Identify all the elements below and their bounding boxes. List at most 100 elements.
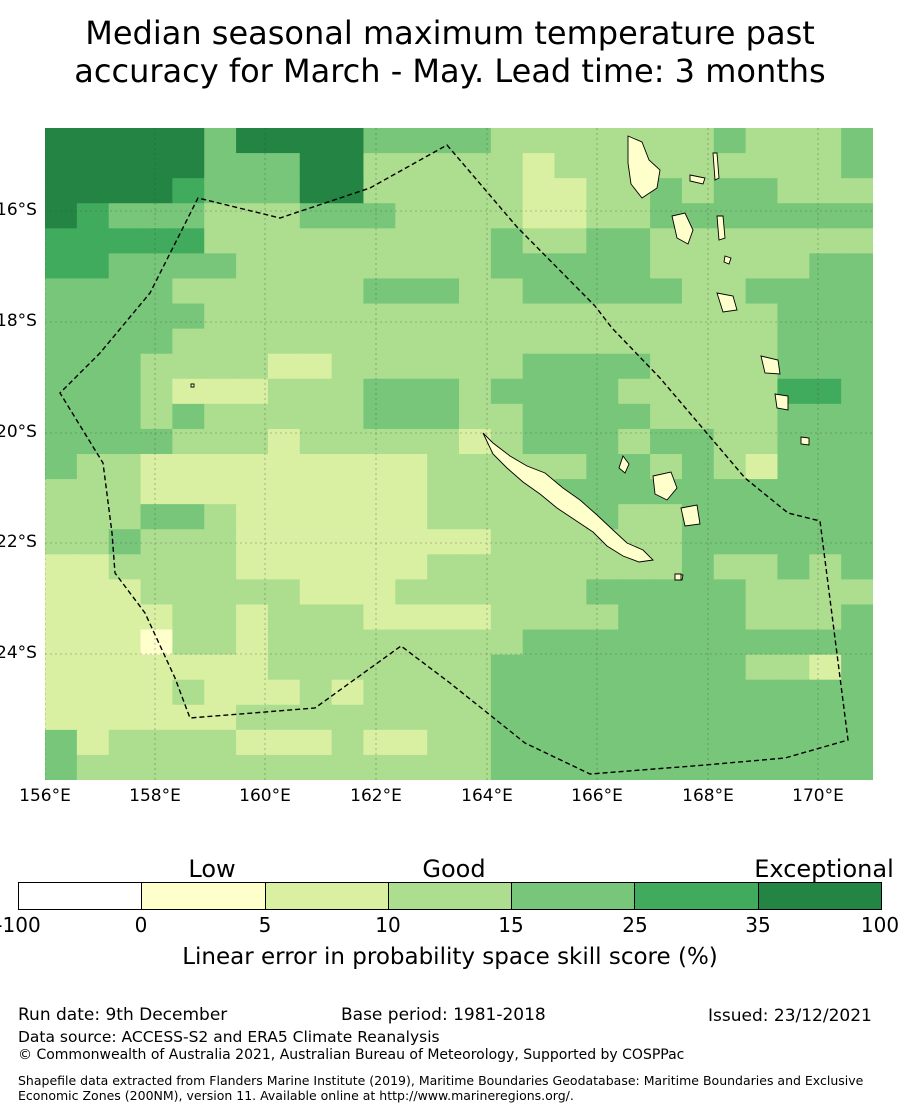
skill-cell xyxy=(459,228,492,254)
skill-cell xyxy=(331,704,365,731)
skill-cell xyxy=(299,604,333,631)
skill-cell xyxy=(650,328,683,355)
colorbar-category-exceptional: Exceptional xyxy=(754,855,894,883)
skill-cell xyxy=(204,303,237,330)
skill-cell xyxy=(204,178,237,204)
skill-cell xyxy=(76,629,110,656)
skill-cell xyxy=(841,454,873,480)
skill-cell xyxy=(554,378,587,405)
skill-cell xyxy=(108,278,142,305)
skill-cell xyxy=(76,328,110,355)
skill-cell xyxy=(522,328,556,355)
skill-cell xyxy=(554,529,587,555)
skill-cell xyxy=(45,479,78,505)
skill-cell xyxy=(363,579,396,606)
skill-cell xyxy=(745,629,779,656)
skill-cell xyxy=(363,504,396,530)
skill-cell xyxy=(777,253,810,280)
skill-cell xyxy=(172,529,205,555)
skill-cell xyxy=(809,153,842,179)
skill-cell xyxy=(140,629,173,656)
skill-cell xyxy=(427,504,460,530)
skill-cell xyxy=(331,629,365,656)
skill-cell xyxy=(713,729,747,756)
skill-cell xyxy=(395,679,428,706)
skill-cell xyxy=(299,754,333,780)
skill-cell xyxy=(586,353,619,380)
skill-cell xyxy=(204,128,237,154)
skill-cell xyxy=(172,504,205,530)
skill-cell xyxy=(331,529,365,555)
skill-cell xyxy=(618,704,651,731)
skill-cell xyxy=(681,479,715,505)
skill-cell xyxy=(777,153,810,179)
skill-cell xyxy=(140,579,173,606)
skill-cell xyxy=(395,403,428,430)
skill-cell xyxy=(777,128,810,154)
skill-cell xyxy=(809,328,842,355)
skill-cell xyxy=(395,153,428,179)
skill-cell xyxy=(841,228,873,254)
skill-cell xyxy=(331,228,365,254)
skill-cell xyxy=(267,428,301,455)
skill-cell xyxy=(363,454,396,480)
skill-cell xyxy=(140,754,173,780)
skill-cell xyxy=(236,604,269,631)
skill-cell xyxy=(427,303,460,330)
skill-cell xyxy=(140,203,173,229)
skill-cell xyxy=(650,378,683,405)
skill-cell xyxy=(204,504,237,530)
skill-cell xyxy=(140,504,173,530)
skill-cell xyxy=(809,353,842,380)
skill-cell xyxy=(204,679,237,706)
skill-cell xyxy=(267,328,301,355)
island-tanna xyxy=(774,393,789,411)
skill-cell xyxy=(299,679,333,706)
skill-cell xyxy=(713,454,747,480)
skill-cell xyxy=(841,679,873,706)
skill-cell xyxy=(267,704,301,731)
skill-cell xyxy=(618,504,651,530)
skill-cell xyxy=(427,153,460,179)
skill-cell xyxy=(490,278,524,305)
skill-cell xyxy=(76,579,110,606)
skill-cell xyxy=(395,178,428,204)
skill-cell xyxy=(299,504,333,530)
skill-cell xyxy=(108,629,142,656)
skill-cell xyxy=(76,303,110,330)
skill-cell xyxy=(777,228,810,254)
skill-cell xyxy=(777,479,810,505)
skill-cell xyxy=(618,353,651,380)
skill-cell xyxy=(395,654,428,681)
colorbar-segment xyxy=(388,883,513,909)
skill-cell xyxy=(45,454,78,480)
skill-cell xyxy=(108,303,142,330)
skill-cell xyxy=(554,278,587,305)
skill-cell xyxy=(140,178,173,204)
skill-cell xyxy=(45,303,78,330)
skill-cell xyxy=(809,604,842,631)
skill-cell xyxy=(681,454,715,480)
skill-cell xyxy=(650,353,683,380)
skill-cell xyxy=(490,178,524,204)
skill-cell xyxy=(299,579,333,606)
skill-cell xyxy=(267,554,301,580)
skill-cell xyxy=(363,303,396,330)
skill-cell xyxy=(809,529,842,555)
skill-cell xyxy=(76,203,110,229)
skill-cell xyxy=(204,253,237,280)
skill-cell xyxy=(395,378,428,405)
skill-cell xyxy=(267,228,301,254)
skill-cell xyxy=(331,554,365,580)
skill-cell xyxy=(841,554,873,580)
skill-cell xyxy=(681,278,715,305)
skill-cell xyxy=(618,228,651,254)
skill-cell xyxy=(108,529,142,555)
skill-cell xyxy=(267,303,301,330)
skill-cell xyxy=(809,278,842,305)
skill-cell xyxy=(236,403,269,430)
skill-cell xyxy=(331,454,365,480)
skill-cell xyxy=(108,679,142,706)
skill-cell xyxy=(236,704,269,731)
skill-cell xyxy=(681,153,715,179)
